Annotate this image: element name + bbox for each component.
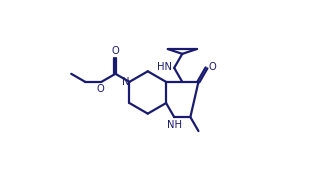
Text: HN: HN	[157, 62, 172, 72]
Text: N: N	[122, 77, 129, 87]
Text: O: O	[209, 62, 216, 72]
Text: O: O	[111, 46, 119, 56]
Text: O: O	[97, 84, 104, 94]
Text: NH: NH	[167, 120, 182, 130]
